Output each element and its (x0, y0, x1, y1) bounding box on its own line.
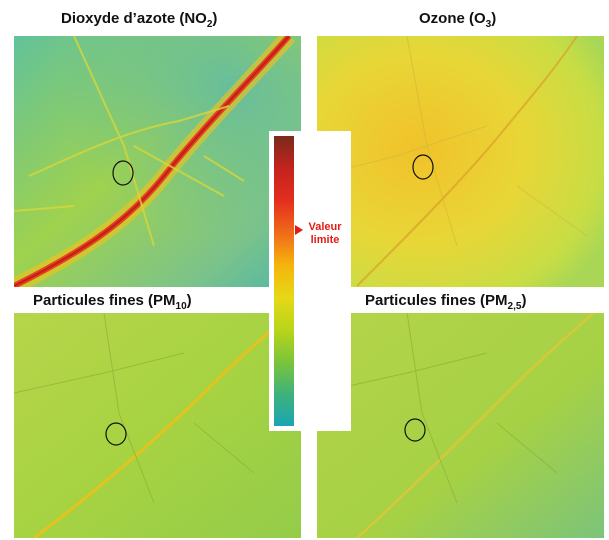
site-marker-pm10 (105, 422, 127, 446)
map-o3 (317, 36, 604, 287)
color-scale-bar (274, 136, 294, 426)
site-marker-o3 (412, 154, 434, 180)
color-scale-legend: Valeur limite (269, 131, 351, 431)
title-pm25: Particules fines (PM2,5) (365, 292, 527, 312)
map-pm25 (317, 313, 604, 538)
map-no2 (14, 36, 301, 287)
limit-value-label: Valeur limite (308, 221, 342, 246)
title-o3: Ozone (O3) (419, 10, 497, 30)
title-pm10: Particules fines (PM10) (33, 292, 192, 312)
limit-value-arrow-icon (295, 225, 303, 235)
title-no2: Dioxyde d’azote (NO2) (61, 10, 218, 30)
site-marker-pm25 (404, 418, 426, 442)
site-marker-no2 (112, 160, 134, 186)
map-pm10 (14, 313, 301, 538)
